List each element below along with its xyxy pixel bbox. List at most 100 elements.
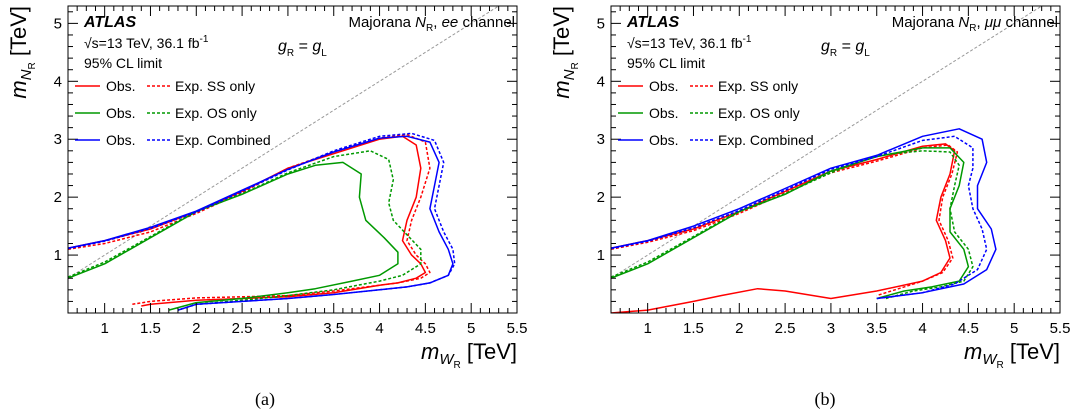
- x-tick-label: 3: [827, 320, 835, 337]
- cl-text: 95% CL limit: [84, 55, 162, 71]
- atlas-label: ATLAS: [83, 14, 136, 31]
- x-tick-label: 1: [100, 320, 108, 337]
- series-line-0-observed: [68, 135, 427, 307]
- channel-symbol: N: [415, 14, 426, 31]
- channel-separator: ,: [977, 14, 985, 31]
- y-tick-label: 4: [54, 73, 62, 90]
- y-axis-label-subscript: N: [18, 69, 35, 80]
- x-tick-label: 1: [643, 320, 651, 337]
- x-tick-label: 4: [375, 320, 383, 337]
- coupling-lhs-subscript: R: [830, 48, 837, 59]
- channel-separator: ,: [433, 14, 441, 31]
- channel-symbol: N: [958, 14, 969, 31]
- x-tick-label: 1.5: [683, 320, 704, 337]
- coupling-text: gR = gL: [821, 38, 870, 59]
- channel-name: μμ: [984, 14, 1001, 31]
- lumi-superscript: -1: [743, 34, 752, 45]
- x-tick-label: 4.5: [415, 320, 436, 337]
- x-axis-label: mWR [TeV]: [964, 339, 1060, 371]
- legend-exp-label: Exp. Combined: [718, 132, 814, 148]
- y-axis-label-unit: [TeV]: [6, 6, 31, 62]
- series-line-2-observed: [611, 147, 970, 300]
- x-tick-label: 2.5: [232, 320, 253, 337]
- series-line-4-observed: [68, 135, 454, 311]
- y-tick-label: 2: [54, 189, 62, 206]
- coupling-text: gR = gL: [278, 38, 327, 59]
- y-tick-label: 5: [54, 15, 62, 32]
- y-tick-label: 3: [54, 131, 62, 148]
- series-line-3-expected: [68, 150, 422, 311]
- channel-text: Majorana NR, ee channel: [348, 14, 515, 34]
- legend-exp-label: Exp. Combined: [175, 132, 271, 148]
- energy-lumi-text: √s=13 TeV, 36.1 fb-1: [84, 34, 209, 51]
- legend-obs-label: Obs.: [106, 132, 136, 148]
- coupling-equals: =: [294, 38, 312, 55]
- y-tick-label: 3: [597, 131, 605, 148]
- channel-name: ee: [442, 14, 459, 31]
- atlas-label: ATLAS: [626, 14, 679, 31]
- y-tick-label: 1: [54, 247, 62, 264]
- legend-obs-label: Obs.: [106, 78, 136, 94]
- x-axis-label-subsubscript: R: [454, 360, 461, 371]
- x-axis-label-subsubscript: R: [997, 360, 1004, 371]
- legend-obs-label: Obs.: [649, 105, 679, 121]
- legend-exp-label: Exp. SS only: [175, 78, 255, 94]
- coupling-rhs: g: [855, 38, 864, 55]
- x-axis-label-symbol: m: [421, 339, 439, 364]
- x-axis-label-unit: [TeV]: [1004, 339, 1060, 364]
- x-axis-label-subscript: W: [439, 351, 455, 368]
- y-tick-label: 5: [597, 15, 605, 32]
- coupling-lhs: g: [821, 38, 830, 55]
- x-tick-label: 5: [1010, 320, 1018, 337]
- series-line-1-expected: [611, 144, 959, 297]
- caption-a: (a): [255, 389, 275, 409]
- coupling-equals: =: [837, 38, 855, 55]
- y-axis-label-unit: [TeV]: [549, 6, 574, 62]
- legend-obs-label: Obs.: [649, 78, 679, 94]
- y-axis-label-subscript: N: [561, 69, 578, 80]
- coupling-rhs-subscript: L: [321, 48, 327, 59]
- y-tick-label: 1: [597, 247, 605, 264]
- x-tick-label: 2: [735, 320, 743, 337]
- caption-b: (b): [814, 389, 836, 409]
- channel-subscript: R: [426, 23, 433, 34]
- x-tick-label: 3: [284, 320, 292, 337]
- lumi-superscript: -1: [200, 34, 209, 45]
- x-tick-label: 5.5: [1050, 320, 1071, 337]
- series-line-5-expected: [611, 135, 988, 300]
- legend-exp-label: Exp. OS only: [175, 105, 257, 121]
- x-tick-label: 2: [192, 320, 200, 337]
- y-axis-label: mNR [TeV]: [549, 6, 581, 99]
- plot-frame: [67, 5, 518, 314]
- coupling-lhs-subscript: R: [287, 48, 294, 59]
- series-line-0-observed: [611, 143, 956, 313]
- channel-prefix: Majorana: [348, 14, 415, 31]
- channel-suffix: channel: [1001, 14, 1058, 31]
- y-axis-label-subsubscript: R: [570, 62, 581, 69]
- energy-lumi-text: √s=13 TeV, 36.1 fb-1: [627, 34, 752, 51]
- series-line-3-expected: [611, 150, 974, 300]
- legend-obs-label: Obs.: [649, 132, 679, 148]
- x-tick-label: 5: [467, 320, 475, 337]
- channel-subscript: R: [969, 23, 976, 34]
- series-line-1-expected: [68, 133, 431, 306]
- y-axis-label-subsubscript: R: [27, 62, 38, 69]
- x-tick-label: 4.5: [958, 320, 979, 337]
- cl-text: 95% CL limit: [627, 55, 705, 71]
- x-axis-label-unit: [TeV]: [461, 339, 517, 364]
- y-axis-label-symbol: m: [6, 80, 31, 98]
- coupling-rhs-subscript: L: [864, 48, 870, 59]
- series-line-4-observed: [611, 128, 997, 300]
- channel-prefix: Majorana: [892, 14, 959, 31]
- x-tick-label: 4: [918, 320, 926, 337]
- x-tick-label: 2.5: [775, 320, 796, 337]
- x-axis-label: mWR [TeV]: [421, 339, 517, 371]
- channel-text: Majorana NR, μμ channel: [892, 14, 1058, 34]
- y-tick-label: 2: [597, 189, 605, 206]
- legend-exp-label: Exp. SS only: [718, 78, 798, 94]
- y-axis-label-symbol: m: [549, 80, 574, 98]
- y-tick-label: 4: [597, 73, 605, 90]
